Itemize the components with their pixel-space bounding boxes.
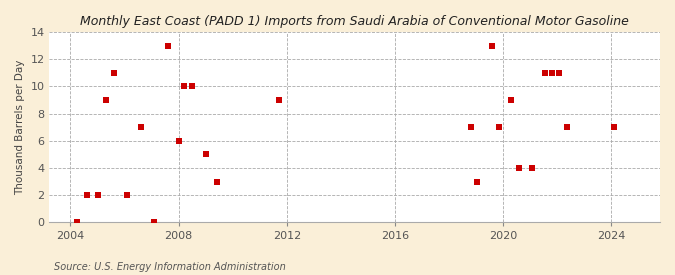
Point — [273, 98, 284, 102]
Point — [211, 179, 222, 184]
Point — [81, 193, 92, 197]
Point — [179, 84, 190, 89]
Point — [562, 125, 572, 129]
Point — [109, 71, 119, 75]
Point — [526, 166, 537, 170]
Point — [136, 125, 146, 129]
Point — [100, 98, 111, 102]
Point — [72, 220, 82, 225]
Point — [514, 166, 524, 170]
Text: Source: U.S. Energy Information Administration: Source: U.S. Energy Information Administ… — [54, 262, 286, 272]
Point — [173, 139, 184, 143]
Point — [200, 152, 211, 156]
Point — [487, 43, 497, 48]
Y-axis label: Thousand Barrels per Day: Thousand Barrels per Day — [15, 59, 25, 195]
Point — [149, 220, 160, 225]
Point — [540, 71, 551, 75]
Point — [506, 98, 516, 102]
Point — [163, 43, 173, 48]
Point — [472, 179, 483, 184]
Point — [609, 125, 620, 129]
Point — [493, 125, 504, 129]
Point — [465, 125, 476, 129]
Point — [92, 193, 103, 197]
Point — [122, 193, 133, 197]
Point — [547, 71, 558, 75]
Point — [554, 71, 564, 75]
Title: Monthly East Coast (PADD 1) Imports from Saudi Arabia of Conventional Motor Gaso: Monthly East Coast (PADD 1) Imports from… — [80, 15, 629, 28]
Point — [187, 84, 198, 89]
